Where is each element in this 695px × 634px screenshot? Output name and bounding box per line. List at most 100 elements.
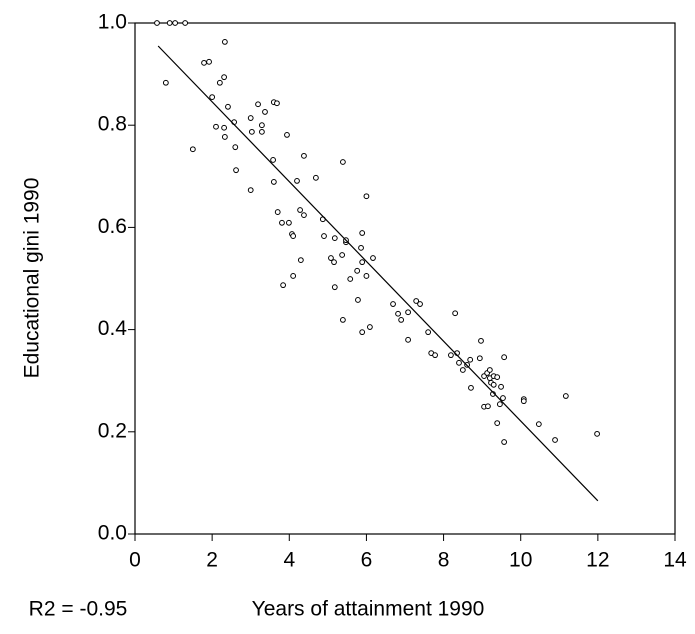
point [255,101,261,108]
point [339,252,346,258]
point [331,259,337,266]
annotation: R2 = -0.95 [29,598,128,621]
point [340,159,346,165]
point [233,167,239,174]
point [331,235,338,242]
point [321,233,327,239]
point [359,259,366,266]
point [274,100,280,107]
fit-line [157,45,599,502]
y-tick-label: 0.8 [98,113,127,136]
x-tick-label: 8 [438,549,450,572]
point [370,255,376,261]
x-axis-label: Years of attainment 1990 [252,598,485,621]
point [274,209,281,215]
point [500,395,506,401]
y-tick-label: 0.0 [98,522,127,545]
x-tick-label: 14 [663,549,687,572]
point [355,297,361,303]
point [340,316,346,323]
point [221,134,228,140]
x-tick-label: 6 [361,549,373,572]
point [189,146,196,153]
point [359,329,366,336]
point [259,128,265,135]
point [552,437,558,443]
x-tick-label: 2 [206,549,218,572]
point [216,79,223,86]
point [496,401,503,408]
point [279,219,285,226]
point [259,122,265,129]
point [456,359,462,366]
point [201,59,207,66]
point [247,115,254,121]
point [498,383,504,390]
point [405,309,411,316]
point [328,255,334,261]
point [221,74,228,81]
point [468,384,474,391]
point [467,356,474,363]
point [363,193,370,200]
point [398,316,405,323]
point [520,398,527,405]
point [213,123,219,130]
point [405,336,411,343]
point [535,421,542,428]
plot-frame [134,22,676,535]
point [363,273,370,279]
point [247,187,254,193]
point [206,58,212,65]
x-tick-label: 12 [586,549,609,572]
point [501,439,508,445]
point [290,233,297,239]
point [347,276,354,282]
point [154,20,160,26]
y-tick-label: 0.4 [98,317,128,340]
point [221,39,228,45]
point [485,403,491,410]
point [486,367,493,373]
point [182,20,189,26]
point [172,20,179,26]
point [452,310,459,317]
point [284,132,290,138]
point [494,420,501,427]
point [358,244,364,251]
y-tick-label: 0.2 [98,419,127,442]
point [594,430,600,437]
point [478,337,484,344]
point [221,124,228,131]
point [390,301,396,307]
point [286,219,292,226]
x-tick-label: 0 [129,549,141,572]
point [301,212,307,219]
point [248,128,255,135]
point [301,152,307,159]
y-axis-label: Educational gini 1990 [21,178,44,379]
point [290,273,297,279]
point [232,144,239,151]
point [270,157,276,163]
y-tick-label: 1.0 [98,11,127,34]
point [494,374,501,381]
point [294,177,300,184]
point [413,298,420,304]
point [354,267,361,274]
point [476,355,483,362]
point [313,174,319,181]
y-tick-label: 0.6 [98,215,127,238]
point [270,179,277,185]
point [490,381,497,388]
point [262,109,268,115]
point [562,393,569,399]
point [162,79,169,86]
point [331,284,338,291]
point [459,367,466,373]
point [280,282,287,289]
point [432,352,438,359]
point [359,230,366,236]
point [225,103,231,110]
